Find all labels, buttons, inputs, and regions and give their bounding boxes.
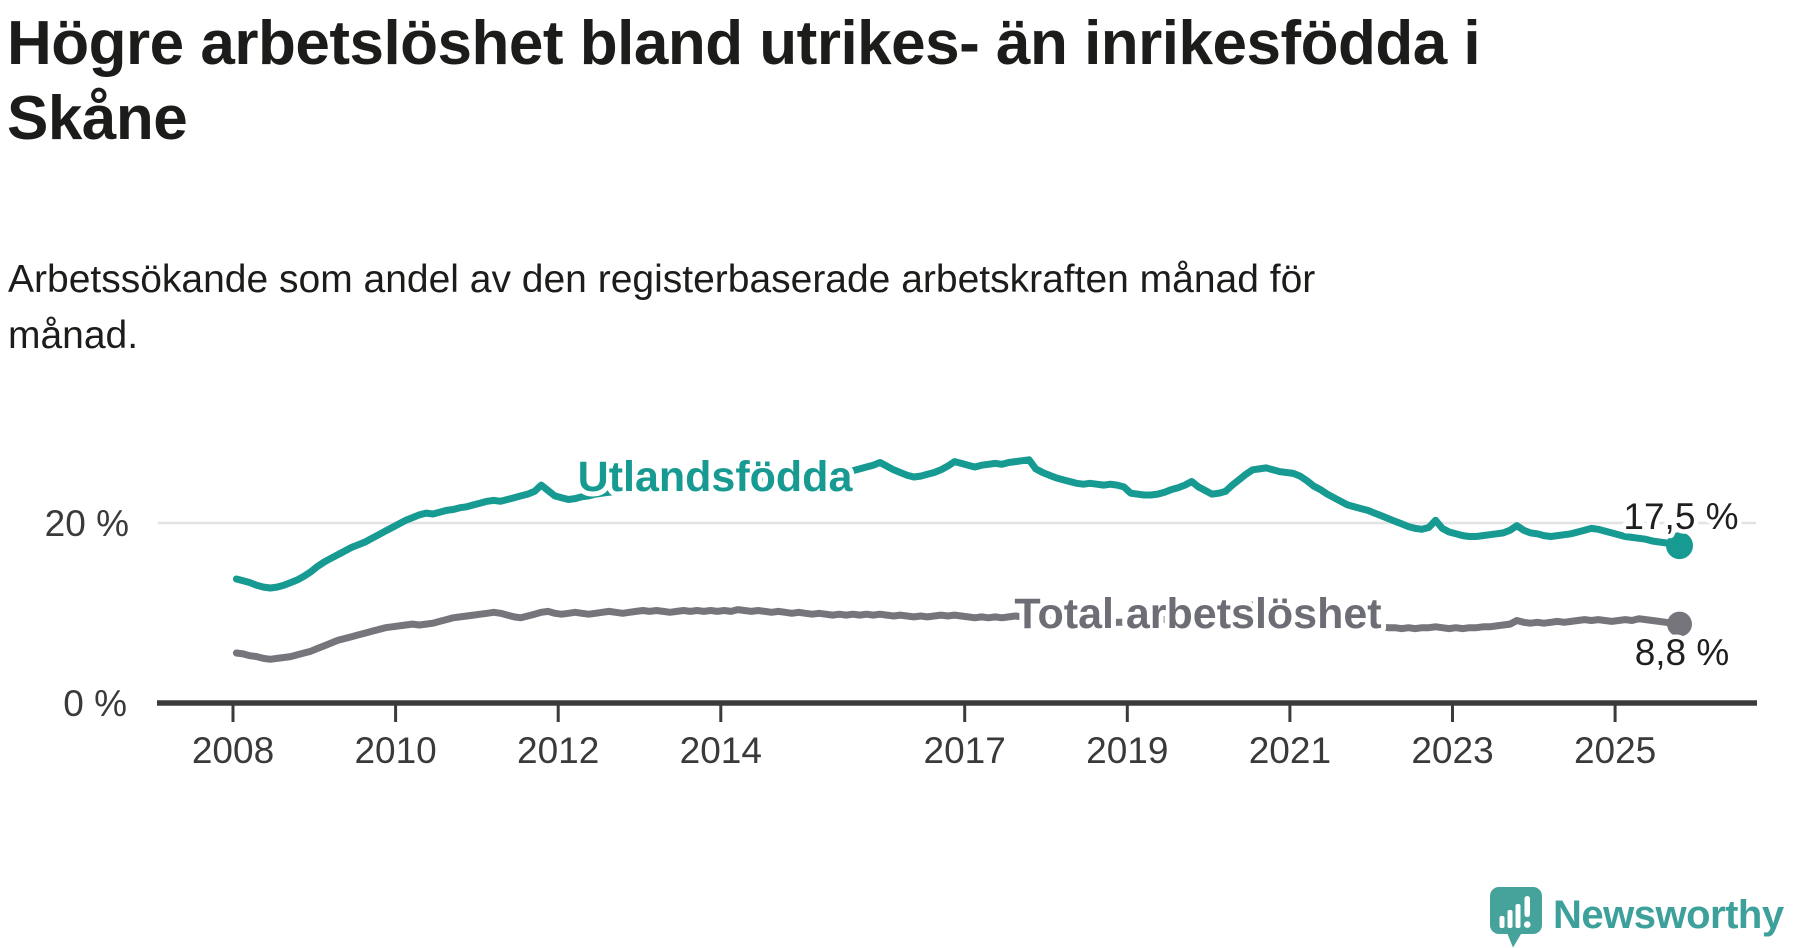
logo-bar-1: [1499, 916, 1505, 928]
series-endpoint-dot-utlandsfodda: [1666, 532, 1693, 560]
brand-name: Newsworthy: [1553, 893, 1785, 937]
x-axis-label-2012: 2012: [517, 730, 599, 771]
x-axis-label-2014: 2014: [680, 730, 762, 771]
logo-bar-2: [1507, 910, 1513, 928]
value-label-utlandsfodda: 17,5 %: [1623, 496, 1738, 537]
page-title: Högre arbetslöshet bland utrikes- än inr…: [7, 9, 1481, 153]
x-axis-label-2017: 2017: [924, 730, 1006, 771]
series-label-utlandsfodda: Utlandsfödda: [578, 453, 854, 501]
x-axis-label-2019: 2019: [1086, 730, 1168, 771]
series-endpoint-dot-total-arbetsloshet: [1667, 611, 1692, 637]
y-axis-label-0: 0 %: [63, 683, 127, 724]
logo-exclamation-bar: [1524, 896, 1530, 917]
series-line-utlandsfodda: [232, 456, 1683, 592]
x-axis-ticks: 2008 2010 2012 2014 2017 2019 2021 2023 2025: [192, 705, 1656, 771]
value-label-total-arbetsloshet: 8,8 %: [1635, 632, 1730, 673]
series-label-total-arbetsloshet: Total arbetslöshet: [1014, 590, 1381, 638]
newsworthy-logo: Newsworthy: [1490, 887, 1785, 948]
x-axis-label-2010: 2010: [354, 730, 436, 771]
y-axis-label-20: 20 %: [45, 503, 129, 544]
x-axis-label-2025: 2025: [1574, 730, 1656, 771]
x-axis-label-2008: 2008: [192, 730, 274, 771]
logo-exclamation-dot: [1524, 921, 1531, 928]
series-line-total-arbetsloshet: [232, 601, 1683, 663]
x-axis-label-2023: 2023: [1411, 730, 1493, 771]
logo-bar-3: [1515, 904, 1521, 928]
chart-subtitle: Arbetssökande som andel av den registerb…: [8, 258, 1316, 357]
x-axis-label-2021: 2021: [1249, 730, 1331, 771]
